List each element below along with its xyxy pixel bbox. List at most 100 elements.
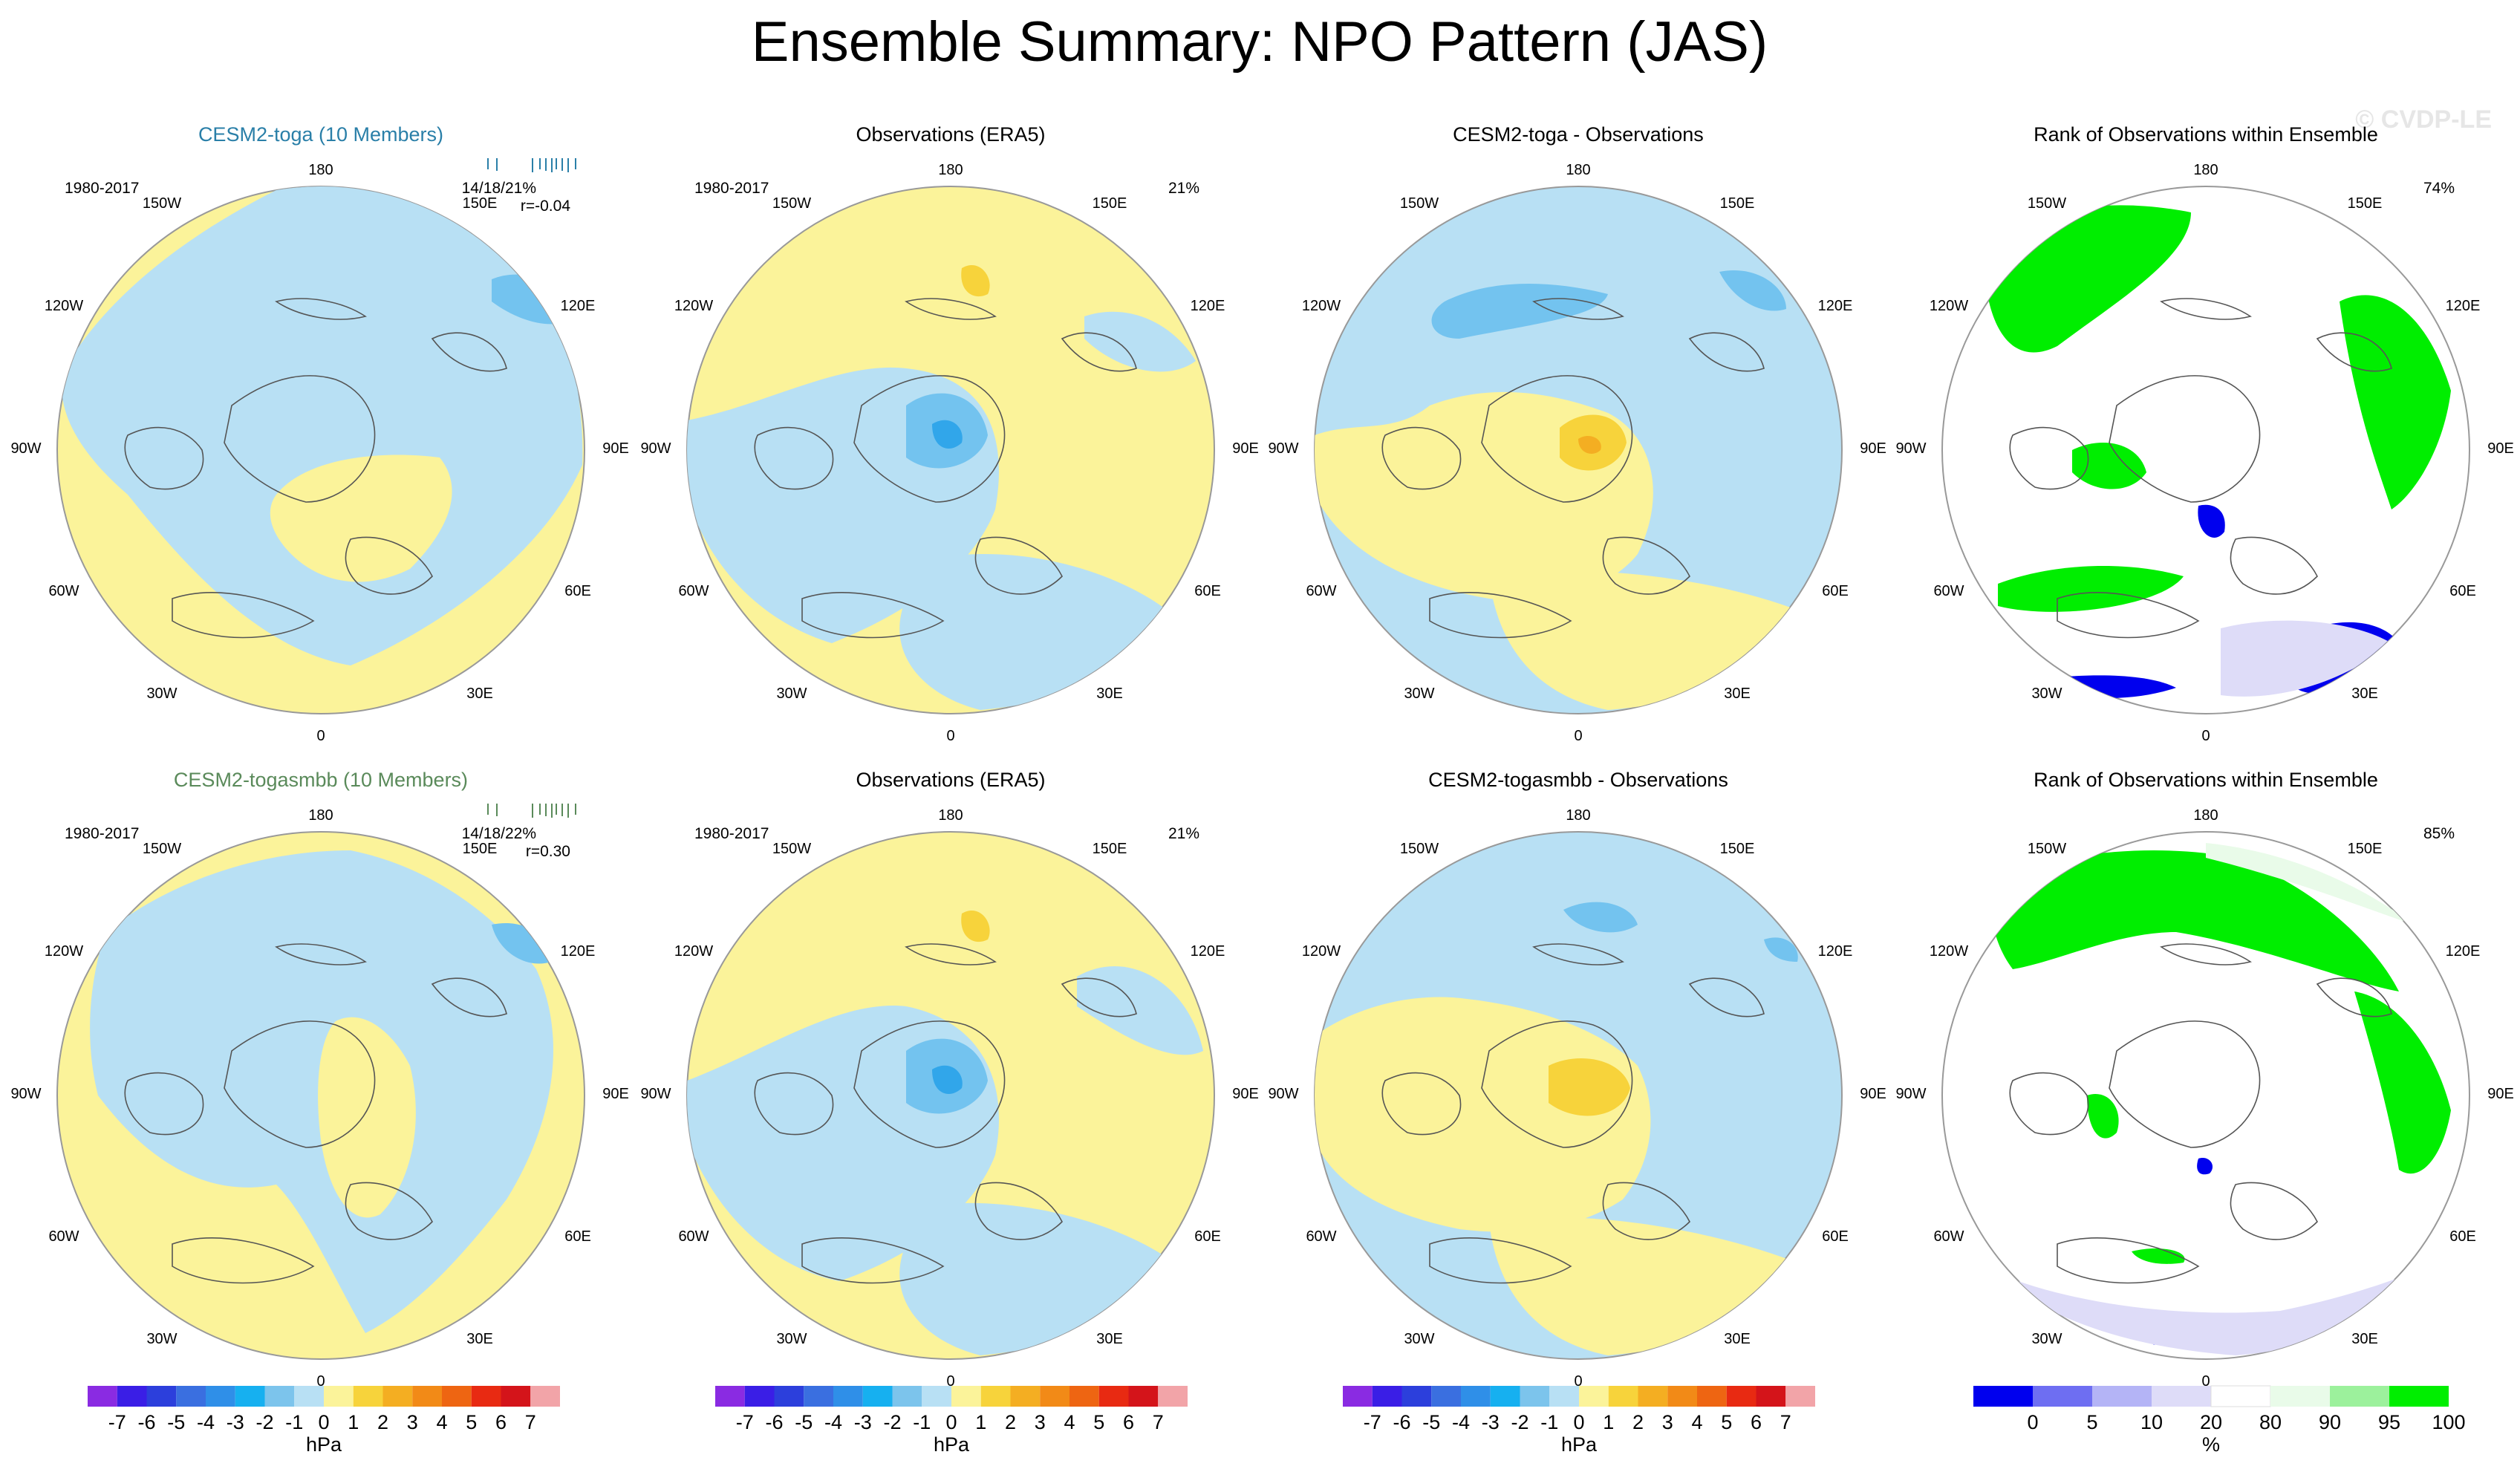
anomaly-region [2197, 1158, 2213, 1175]
panel-title: CESM2-togasmbb - Observations [1428, 769, 1728, 791]
coastline [905, 298, 997, 320]
colorbar-unit: % [2202, 1433, 2220, 1456]
coastline [224, 375, 376, 503]
longitude-label: 90E [602, 440, 629, 457]
colorbar-tick-label: 1 [975, 1411, 986, 1433]
longitude-label: 150E [1720, 195, 1755, 212]
colorbar-swatch [804, 1386, 833, 1407]
colorbar-swatch [744, 1386, 775, 1407]
colorbar-tick-label: 10 [2140, 1411, 2163, 1433]
anomaly-region [318, 1017, 416, 1218]
longitude-label: 30E [466, 1331, 493, 1347]
longitude-label: 90E [2487, 440, 2514, 457]
longitude-label: 120W [1930, 943, 1968, 960]
longitude-label: 120E [1191, 298, 1225, 314]
longitude-label: 30W [1404, 1331, 1434, 1347]
longitude-label: 150E [1093, 841, 1127, 857]
map-panel-obs: Observations (ERA5) 1980-2017 21% 180 150E 12… [640, 769, 1258, 1390]
longitude-label: 90W [1895, 1086, 1926, 1102]
longitude-label: 180 [938, 807, 963, 824]
pattern-statistic: 21% [1168, 825, 1199, 842]
colorbar-tick-label: 4 [1691, 1411, 1702, 1433]
colorbar-tick-label: -7 [108, 1411, 126, 1433]
colorbar-tick-label: 5 [1093, 1411, 1104, 1433]
longitude-label: 60W [678, 583, 709, 599]
colorbar-tick-label: 3 [1035, 1411, 1046, 1433]
longitude-label: 60W [1306, 583, 1336, 599]
colorbar-hPa: -7 -6 -5 -4 -3 -2 -1 0 1 2 3 4 5 6 7 hPa [88, 1386, 560, 1456]
colorbar-swatch [530, 1386, 560, 1407]
coastline [275, 298, 367, 320]
coastline [1481, 375, 1633, 503]
longitude-label: 30W [1404, 685, 1434, 702]
coastline [2009, 426, 2089, 490]
colorbar-tick-label: -4 [197, 1411, 215, 1433]
colorbar-hPa: -7 -6 -5 -4 -3 -2 -1 0 1 2 3 4 5 6 7 hPa [715, 1386, 1188, 1456]
colorbar-tick-label: 7 [1153, 1411, 1164, 1433]
anomaly-region [1998, 566, 2184, 612]
coastline [905, 943, 997, 965]
longitude-label: 30W [146, 1331, 177, 1347]
map-panel-obs: Observations (ERA5) 1980-2017 21% 180 150E 12… [640, 123, 1258, 744]
pattern-statistic: 14/18/22% [462, 825, 536, 842]
colorbar-swatch [1638, 1386, 1668, 1407]
longitude-label: 150W [2028, 195, 2066, 212]
coastline [2316, 332, 2392, 372]
member-tick-strip [487, 804, 576, 818]
colorbar-swatch [412, 1386, 442, 1407]
map-panel-diff: CESM2-togasmbb - Observations 180 150E 120E… [1268, 769, 1886, 1390]
longitude-label: 0 [946, 1373, 954, 1390]
figure-title: Ensemble Summary: NPO Pattern (JAS) [752, 10, 1768, 74]
coastline [172, 1237, 315, 1284]
longitude-label: 90E [1860, 1086, 1886, 1102]
longitude-label: 150W [772, 841, 811, 857]
longitude-label: 30W [776, 1331, 807, 1347]
colorbar-swatch [1608, 1386, 1638, 1407]
longitude-label: 150E [2348, 841, 2383, 857]
panel-title: CESM2-toga (10 Members) [198, 123, 443, 146]
colorbar-swatch [1579, 1386, 1609, 1407]
longitude-label: 150W [143, 841, 181, 857]
colorbar-swatch [1069, 1386, 1099, 1407]
colorbar-tick-label: -3 [1482, 1411, 1500, 1433]
longitude-label: 30W [776, 685, 807, 702]
colorbar-swatch [2152, 1386, 2211, 1407]
coastline [974, 1182, 1063, 1240]
colorbar-tick-label: 2 [1005, 1411, 1016, 1433]
longitude-label: 90W [10, 1086, 41, 1102]
longitude-label: 180 [2193, 162, 2218, 178]
coastline [974, 536, 1063, 595]
colorbar-tick-label: -7 [1364, 1411, 1381, 1433]
map-panel-rank: Rank of Observations within Ensemble 85% 1… [1895, 769, 2513, 1390]
colorbar-tick-label: 2 [377, 1411, 388, 1433]
coastline [172, 592, 315, 639]
coastline [2230, 1182, 2318, 1240]
coastline [345, 536, 433, 595]
longitude-label: 30W [146, 685, 177, 702]
longitude-label: 120E [1818, 943, 1853, 960]
anomaly-region [2087, 1094, 2119, 1139]
longitude-label: 60E [564, 1228, 591, 1245]
longitude-label: 150W [143, 195, 181, 212]
coastline [2160, 298, 2252, 320]
coastline [1688, 332, 1765, 372]
longitude-label: 120W [1302, 943, 1341, 960]
colorbar-tick-label: 5 [2086, 1411, 2097, 1433]
colorbar-tick-label: -3 [854, 1411, 872, 1433]
longitude-label: 90W [10, 440, 41, 457]
colorbar-tick-label: 4 [436, 1411, 447, 1433]
pattern-statistic: 14/18/21% [462, 180, 536, 197]
anomaly-region [1315, 997, 1651, 1232]
longitude-label: 60W [1933, 1228, 1964, 1245]
colorbar-tick-label: 4 [1064, 1411, 1075, 1433]
anomaly-region [1764, 937, 1798, 962]
longitude-label: 120W [45, 298, 83, 314]
coastline [801, 1237, 945, 1284]
longitude-label: 30E [1724, 1331, 1751, 1347]
colorbar-swatch [892, 1386, 922, 1407]
coastline [224, 1020, 376, 1148]
colorbar-pct: 0 5 10 20 80 90 95 100% [1973, 1385, 2466, 1456]
colorbar-swatch [264, 1386, 295, 1407]
coastline [2230, 536, 2318, 595]
longitude-label: 90E [2487, 1086, 2514, 1102]
